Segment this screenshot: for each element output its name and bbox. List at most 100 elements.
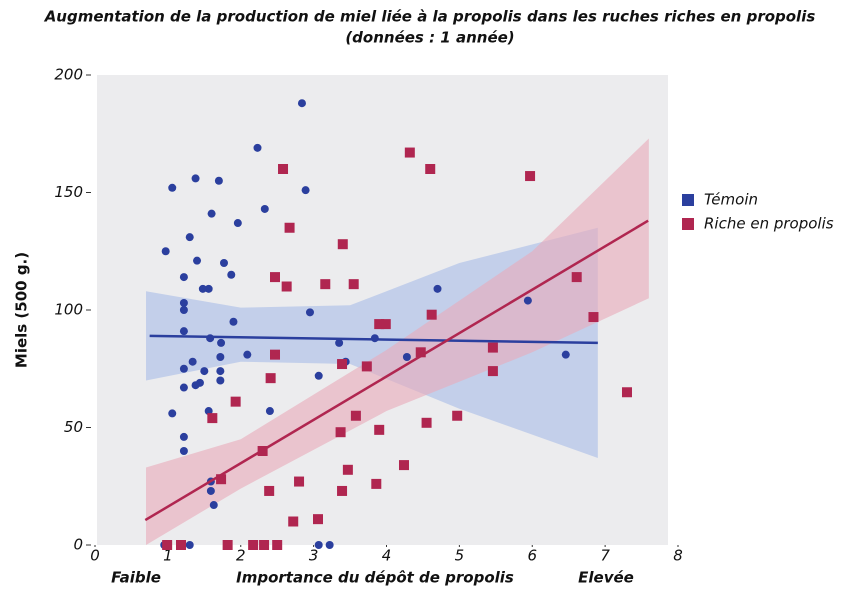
- point: [337, 359, 348, 370]
- x-tick-label: 0: [90, 547, 100, 565]
- chart-subtitle: (données : 1 année): [345, 29, 514, 47]
- point: [191, 174, 200, 183]
- point: [253, 143, 262, 152]
- point: [621, 387, 632, 398]
- point: [179, 432, 188, 441]
- point: [305, 308, 314, 317]
- point: [284, 222, 295, 233]
- point: [264, 485, 275, 496]
- point: [337, 485, 348, 496]
- point: [260, 204, 269, 213]
- point: [216, 367, 225, 376]
- point: [487, 342, 498, 353]
- point: [243, 350, 252, 359]
- trend-line: [149, 334, 598, 345]
- point: [361, 361, 372, 372]
- point: [204, 407, 213, 416]
- point: [335, 338, 344, 347]
- point: [207, 413, 218, 424]
- point: [297, 99, 306, 108]
- point: [179, 383, 188, 392]
- point: [404, 147, 415, 158]
- legend-swatch: [682, 194, 694, 206]
- x-tick-label: 7: [600, 547, 610, 565]
- point: [350, 410, 361, 421]
- point: [312, 514, 323, 525]
- legend-label: Riche en propolis: [704, 215, 834, 233]
- point: [272, 540, 283, 550]
- x-axis-label: Importance du dépôt de propolis: [236, 569, 514, 587]
- point: [374, 424, 385, 435]
- point: [561, 350, 570, 359]
- point: [398, 460, 409, 471]
- point: [335, 427, 346, 438]
- point: [191, 381, 200, 390]
- point: [281, 281, 292, 292]
- point: [233, 219, 242, 228]
- point: [229, 317, 238, 326]
- point: [380, 319, 391, 330]
- point: [161, 247, 170, 256]
- point: [162, 540, 173, 550]
- point: [198, 284, 207, 293]
- point: [270, 272, 281, 283]
- point: [179, 306, 188, 314]
- x-axis-low-label: Faible: [111, 569, 161, 587]
- point: [415, 347, 426, 358]
- point: [207, 209, 216, 218]
- point: [168, 409, 177, 418]
- point: [179, 447, 188, 455]
- point: [214, 176, 223, 185]
- point: [425, 164, 436, 174]
- point: [179, 273, 188, 282]
- point: [193, 256, 202, 265]
- point: [179, 364, 188, 373]
- point: [230, 396, 241, 407]
- legend-label: Témoin: [704, 191, 758, 209]
- y-axis-label: Miels (500 g.): [13, 252, 31, 368]
- point: [227, 270, 236, 279]
- point: [288, 516, 299, 527]
- x-tick-label: 2: [236, 547, 246, 565]
- point: [209, 501, 218, 510]
- point: [206, 334, 215, 343]
- point: [348, 279, 359, 290]
- point: [248, 540, 259, 550]
- point: [206, 486, 215, 495]
- point: [270, 349, 281, 360]
- x-tick-label: 4: [382, 547, 392, 565]
- x-tick-label: 5: [455, 547, 465, 565]
- point: [314, 371, 323, 380]
- point: [421, 417, 432, 428]
- point: [217, 338, 226, 347]
- point: [342, 464, 353, 475]
- point: [278, 164, 289, 174]
- point: [337, 239, 348, 250]
- x-tick-label: 1: [163, 547, 173, 565]
- point: [216, 353, 225, 361]
- point: [188, 357, 197, 366]
- x-tick-label: 8: [673, 547, 683, 565]
- point: [219, 259, 228, 267]
- point: [222, 540, 233, 550]
- y-tick-label: 100: [54, 301, 83, 319]
- point: [525, 171, 536, 182]
- point: [452, 410, 463, 421]
- point: [571, 272, 582, 283]
- point: [320, 279, 331, 290]
- point: [588, 312, 599, 323]
- x-tick-label: 6: [527, 547, 537, 565]
- point: [185, 541, 194, 549]
- point: [433, 284, 442, 293]
- point: [259, 540, 270, 550]
- y-tick-label: 50: [64, 418, 83, 436]
- y-tick-label: 0: [73, 536, 83, 554]
- point: [265, 373, 276, 384]
- x-axis-high-label: Elevée: [578, 569, 634, 587]
- point: [168, 183, 177, 192]
- point: [294, 476, 305, 487]
- trend-line: [144, 219, 649, 522]
- point: [265, 407, 274, 416]
- point: [374, 319, 385, 330]
